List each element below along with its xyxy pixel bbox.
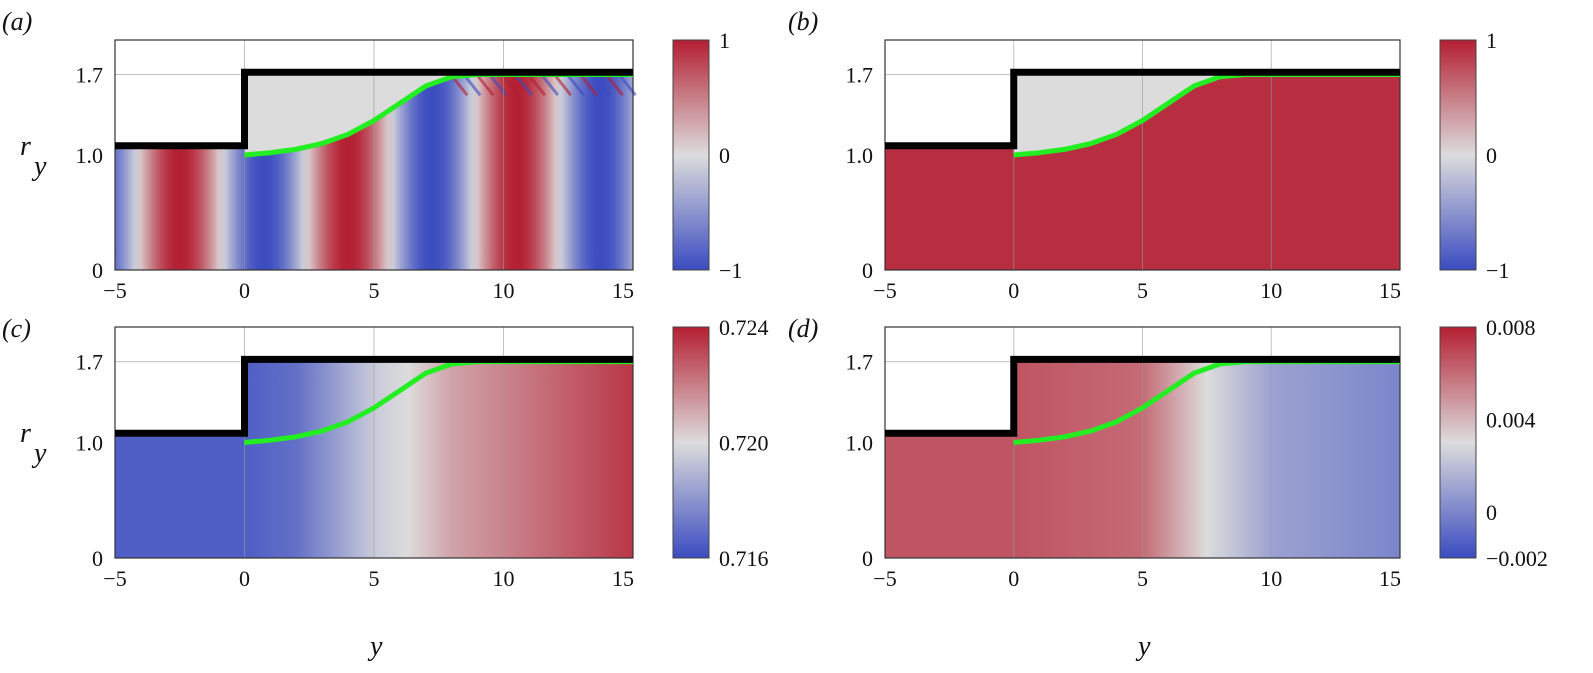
colorbar-tick-label: −0.002 — [1486, 546, 1548, 571]
ripple-mark — [476, 74, 495, 97]
panel-label: (a) — [2, 7, 32, 36]
colorbar — [672, 326, 710, 559]
colorbar-tick-label: 0.004 — [1486, 407, 1536, 432]
ripple-mark — [463, 74, 482, 97]
colorbar-tick-label: 0.720 — [719, 431, 769, 456]
colorbar-tick-label: −1 — [719, 258, 742, 283]
ripple-mark — [502, 74, 521, 97]
x-tick-label: 5 — [369, 566, 380, 591]
x-tick-label: −5 — [103, 278, 126, 303]
y-tick-label: 0 — [92, 258, 103, 283]
x-tick-label: 15 — [612, 278, 634, 303]
y-tick-label: 0 — [862, 546, 873, 571]
ripple-mark — [515, 74, 534, 97]
plot-frame — [114, 39, 634, 271]
colorbar — [1439, 326, 1477, 559]
y-axis-label: r — [20, 131, 31, 162]
y-axis-label: r — [20, 418, 31, 449]
y-tick-label: 1.0 — [846, 431, 874, 456]
colorbar-tick-label: 1 — [719, 28, 730, 53]
x-tick-label: 0 — [239, 278, 250, 303]
ripple-mark — [592, 74, 611, 97]
x-tick-label: 0 — [1008, 566, 1019, 591]
panel-label: (d) — [788, 314, 818, 343]
x-tick-label: −5 — [103, 566, 126, 591]
x-tick-label: 0 — [1008, 278, 1019, 303]
x-tick-label: −5 — [873, 278, 896, 303]
y-tick-label: 1.0 — [846, 143, 874, 168]
x-tick-label: 15 — [1379, 278, 1401, 303]
wall-line — [115, 68, 633, 150]
y-tick-label: 1.7 — [76, 63, 104, 88]
plot-frame — [884, 326, 1401, 559]
colorbar-tick-label: 0 — [1486, 143, 1497, 168]
colorbar-tick-label: 0.008 — [1486, 315, 1536, 340]
colorbar — [672, 39, 710, 271]
x-tick-label: 5 — [1137, 566, 1148, 591]
wall-line — [885, 355, 1400, 437]
colorbar-tick-label: 0 — [1486, 500, 1497, 525]
y-tick-label: 0 — [862, 258, 873, 283]
interface-curve — [244, 72, 633, 158]
x-tick-label: 10 — [493, 278, 515, 303]
y-axis-label-sub: y — [31, 438, 47, 469]
ripple-mark — [554, 74, 573, 97]
y-tick-label: 1.0 — [76, 143, 104, 168]
plot-frame — [884, 39, 1401, 271]
x-tick-label: 0 — [239, 566, 250, 591]
wall-line — [115, 355, 633, 437]
x-axis-label-left: y — [367, 631, 383, 662]
y-tick-label: 1.7 — [76, 350, 104, 375]
x-tick-label: 10 — [1260, 278, 1282, 303]
ripple-mark — [580, 74, 598, 97]
x-tick-label: 5 — [1137, 278, 1148, 303]
x-tick-label: 15 — [1379, 566, 1401, 591]
y-tick-label: 1.0 — [76, 431, 104, 456]
colorbar — [1439, 39, 1477, 271]
y-tick-label: 1.7 — [846, 350, 874, 375]
colorbar-tick-label: 0 — [719, 143, 730, 168]
interface-curve — [1013, 72, 1400, 158]
y-axis-label-sub: y — [31, 151, 47, 182]
x-tick-label: 15 — [612, 566, 634, 591]
x-tick-label: −5 — [873, 566, 896, 591]
y-tick-label: 1.7 — [846, 63, 874, 88]
x-tick-label: 10 — [493, 566, 515, 591]
ripple-mark — [605, 74, 624, 97]
wall-line — [885, 68, 1400, 150]
colorbar-tick-label: −1 — [1486, 258, 1509, 283]
interface-curve — [1013, 359, 1400, 445]
panel-label: (c) — [2, 314, 31, 343]
ripple-mark — [541, 74, 560, 97]
colorbar-tick-label: 0.724 — [719, 315, 769, 340]
colorbar-tick-label: 1 — [1486, 28, 1497, 53]
ripple-mark — [567, 74, 585, 97]
ripple-mark — [528, 74, 547, 97]
plot-frame — [114, 326, 634, 559]
panel-label: (b) — [788, 7, 818, 36]
y-tick-label: 0 — [92, 546, 103, 571]
colorbar-tick-label: 0.716 — [719, 546, 769, 571]
interface-curve — [244, 359, 633, 445]
x-tick-label: 5 — [369, 278, 380, 303]
x-tick-label: 10 — [1260, 566, 1282, 591]
x-axis-label-right: y — [1135, 631, 1151, 662]
